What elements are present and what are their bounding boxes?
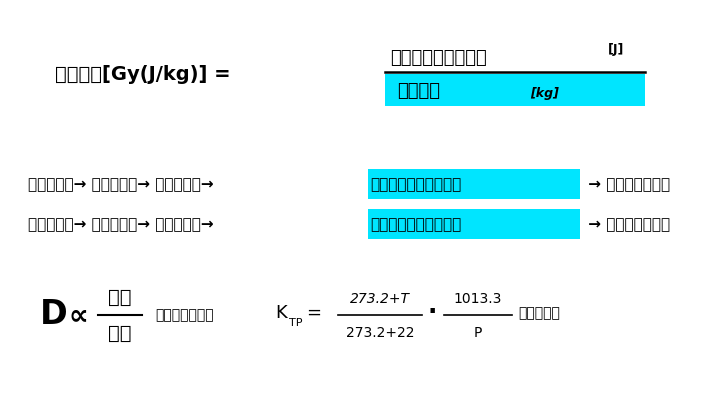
- FancyBboxPatch shape: [368, 209, 580, 239]
- Text: ∝: ∝: [68, 301, 88, 329]
- Text: 1013.3: 1013.3: [454, 292, 503, 306]
- Text: 吸収線量の分母（大）: 吸収線量の分母（大）: [370, 217, 461, 232]
- Text: 吸収線量[Gy(J/kg)] =: 吸収線量[Gy(J/kg)] =: [55, 65, 230, 84]
- Text: =: =: [306, 304, 321, 322]
- Text: 水の吸収エネルギー: 水の吸収エネルギー: [390, 49, 487, 67]
- Text: → 吸収線量（小）: → 吸収線量（小）: [583, 217, 670, 232]
- Text: ·: ·: [428, 300, 438, 324]
- Text: 吸収線量の分母（小）: 吸収線量の分母（小）: [370, 177, 461, 192]
- Text: 気圧（高）→ 密度（高）→ 質量（重）→: 気圧（高）→ 密度（高）→ 質量（重）→: [28, 217, 219, 232]
- Text: TP: TP: [289, 318, 303, 328]
- Text: P: P: [474, 326, 482, 340]
- Text: 水の質量: 水の質量: [397, 82, 440, 100]
- Text: 温度（高）→ 密度（低）→ 質量（軽）→: 温度（高）→ 密度（低）→ 質量（軽）→: [28, 177, 219, 192]
- FancyBboxPatch shape: [368, 169, 580, 199]
- Text: と一致する: と一致する: [518, 306, 560, 320]
- FancyBboxPatch shape: [385, 74, 645, 106]
- Text: となり、実際の: となり、実際の: [155, 308, 214, 322]
- Text: 273.2+22: 273.2+22: [346, 326, 414, 340]
- Text: → 吸収線量（大）: → 吸収線量（大）: [583, 177, 670, 192]
- Text: 気圧: 気圧: [108, 324, 131, 343]
- Text: 273.2+T: 273.2+T: [350, 292, 410, 306]
- Text: D: D: [40, 299, 68, 332]
- Text: 温度: 温度: [108, 288, 131, 307]
- Text: K: K: [275, 304, 287, 322]
- Text: [kg]: [kg]: [530, 88, 559, 101]
- Text: [J]: [J]: [608, 44, 625, 57]
